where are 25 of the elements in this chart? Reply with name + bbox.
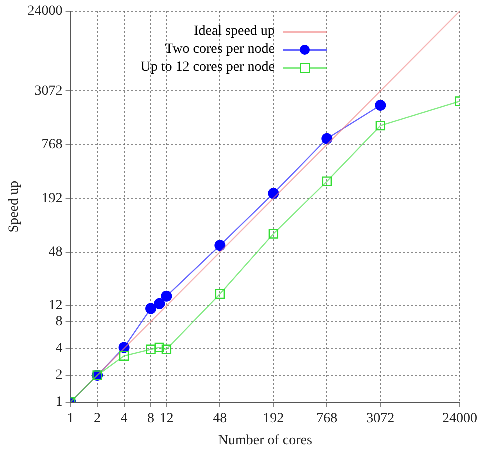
y-tick-label: 768 — [42, 138, 63, 153]
legend-label: Two cores per node — [165, 41, 275, 60]
y-tick-label: 192 — [42, 191, 63, 206]
y-tick-label: 2 — [56, 368, 63, 384]
y-tick-label: 4 — [56, 341, 63, 356]
x-tick-label: 2 — [94, 411, 102, 426]
x-tick-label: 8 — [148, 411, 155, 426]
x-axis-title: Number of cores — [218, 433, 312, 448]
y-tick-label: 48 — [48, 244, 63, 260]
legend-label: Up to 12 cores per node — [140, 59, 275, 78]
x-tick-label: 24000 — [442, 411, 478, 426]
y-tick-label: 24000 — [28, 4, 63, 20]
y-axis-title: Speed up — [7, 181, 22, 233]
y-tick-label: 12 — [48, 298, 63, 314]
legend-label: Ideal speed up — [194, 23, 275, 42]
x-tick-label: 48 — [213, 411, 228, 426]
y-tick-label: 1 — [56, 395, 63, 410]
x-tick-label: 12 — [160, 411, 174, 426]
x-tick-label: 4 — [120, 411, 128, 426]
x-tick-label: 192 — [263, 411, 284, 426]
y-tick-label: 8 — [56, 314, 63, 330]
x-tick-label: 3072 — [366, 411, 395, 426]
y-tick-label: 3072 — [34, 84, 63, 99]
x-tick-label: 768 — [316, 411, 338, 426]
x-tick-label: 1 — [67, 411, 74, 426]
